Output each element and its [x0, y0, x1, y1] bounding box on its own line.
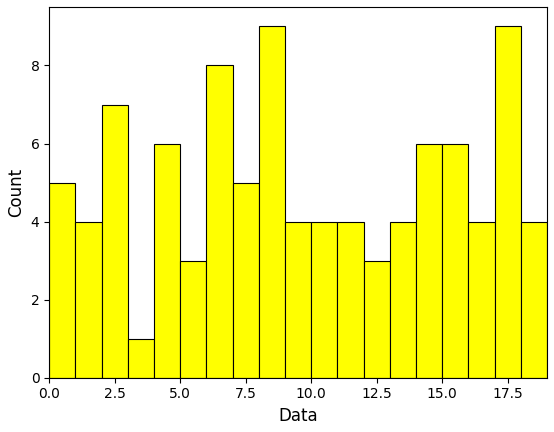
Bar	[101, 105, 128, 378]
Bar	[180, 260, 206, 378]
Bar	[128, 339, 154, 378]
Bar	[49, 183, 75, 378]
Bar	[442, 143, 469, 378]
Bar	[469, 222, 495, 378]
Bar	[311, 222, 337, 378]
Bar	[416, 143, 442, 378]
Bar	[206, 66, 233, 378]
Bar	[233, 183, 259, 378]
Bar	[259, 26, 285, 378]
Bar	[521, 222, 547, 378]
Bar	[363, 260, 390, 378]
Bar	[75, 222, 101, 378]
X-axis label: Data: Data	[278, 407, 318, 425]
Y-axis label: Count: Count	[7, 168, 25, 217]
Bar	[154, 143, 180, 378]
Bar	[285, 222, 311, 378]
Bar	[390, 222, 416, 378]
Bar	[337, 222, 363, 378]
Bar	[495, 26, 521, 378]
